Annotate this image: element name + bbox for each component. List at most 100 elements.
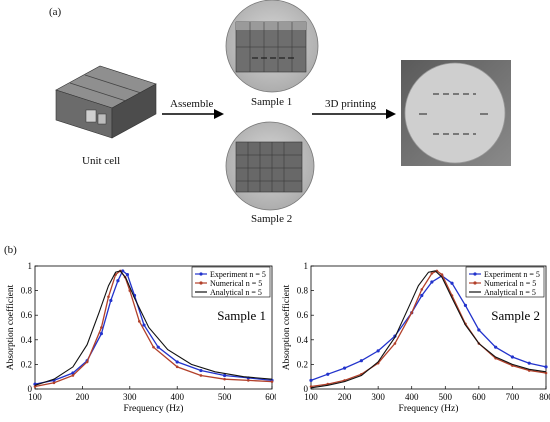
x-tick-label: 100 — [304, 392, 318, 402]
y-tick-label: 0.2 — [297, 359, 308, 369]
data-point-numerical — [152, 345, 155, 349]
data-point-numerical — [270, 380, 274, 383]
legend-label-numerical: Numerical n = 5 — [210, 279, 262, 288]
data-point-numerical — [71, 374, 75, 377]
y-tick-label: 1 — [304, 261, 309, 271]
data-point-experiment — [309, 378, 313, 382]
data-point-experiment — [142, 323, 146, 327]
data-point-experiment — [175, 360, 179, 364]
chart-sample-1: 100 200 300 400 500 600 0 0.2 0.4 0.6 0.8 1 Frequenc… — [5, 261, 276, 414]
series-line-numerical — [310, 270, 547, 388]
y-tick-label: 0.8 — [21, 286, 33, 296]
x-tick-label: 200 — [76, 392, 90, 402]
data-point-experiment — [376, 349, 380, 353]
printing-label: 3D printing — [325, 98, 377, 110]
sample2-model — [225, 121, 315, 211]
data-point-experiment — [430, 280, 434, 284]
x-tick-label: 400 — [405, 392, 419, 402]
data-point-numerical — [107, 295, 110, 299]
x-tick-label: 700 — [506, 392, 520, 402]
data-point-experiment — [510, 355, 515, 359]
panel-a-label: (a) — [49, 6, 62, 18]
sample1-model — [225, 0, 319, 93]
x-tick-label: 500 — [439, 392, 453, 402]
legend-marker-experiment — [473, 272, 477, 276]
data-point-numerical — [85, 360, 89, 364]
data-point-numerical — [247, 379, 250, 382]
printing-arrow — [312, 109, 396, 119]
data-point-numerical — [175, 365, 179, 369]
unit-cell-model — [55, 65, 157, 139]
data-point-numerical — [223, 377, 226, 381]
y-tick-label: 0 — [304, 384, 309, 394]
y-tick-label: 0 — [28, 384, 33, 394]
x-axis-label: Frequency (Hz) — [399, 403, 459, 414]
unit-cell-label: Unit cell — [82, 155, 121, 167]
data-point-numerical — [544, 371, 548, 375]
x-tick-label: 200 — [338, 392, 352, 402]
sample-annotation-1: Sample 1 — [217, 308, 266, 323]
data-point-experiment — [420, 293, 424, 298]
x-tick-label: 500 — [218, 392, 232, 402]
legend-label-analytical: Analytical n = 5 — [210, 288, 262, 297]
data-point-experiment — [477, 328, 481, 332]
y-axis-label: Absorption coefficient — [5, 284, 16, 370]
sample2-label: Sample 2 — [251, 213, 293, 225]
x-tick-label: 600 — [472, 392, 486, 402]
series-line-analytical — [310, 270, 547, 389]
data-point-numerical — [199, 374, 203, 377]
x-tick-label: 600 — [265, 392, 276, 402]
data-point-experiment — [494, 345, 498, 349]
series-line-analytical — [34, 270, 273, 386]
data-point-numerical — [440, 273, 444, 276]
data-point-experiment — [156, 345, 160, 349]
data-point-experiment — [342, 366, 347, 370]
data-point-experiment — [450, 281, 454, 285]
y-tick-label: 1 — [28, 261, 33, 271]
data-point-experiment — [326, 372, 330, 376]
y-tick-label: 0.4 — [21, 335, 33, 345]
data-point-numerical — [430, 272, 434, 275]
assemble-label: Assemble — [170, 98, 214, 110]
data-point-numerical — [393, 342, 397, 345]
x-axis-label: Frequency (Hz) — [124, 403, 184, 414]
data-point-experiment — [223, 373, 227, 378]
sample-annotation-2: Sample 2 — [491, 308, 540, 323]
sample1-label: Sample 1 — [251, 96, 293, 108]
legend-marker-numerical — [473, 281, 477, 285]
legend-label-analytical: Analytical n = 5 — [484, 288, 536, 297]
legend-marker-experiment — [199, 272, 203, 276]
x-tick-label: 300 — [123, 392, 137, 402]
assemble-arrow — [162, 109, 224, 119]
x-tick-label: 400 — [170, 392, 184, 402]
panel-b-label: (b) — [4, 244, 17, 256]
data-point-experiment — [125, 273, 130, 277]
data-point-numerical — [33, 385, 37, 388]
data-point-experiment — [116, 279, 120, 283]
data-point-experiment — [71, 371, 75, 375]
x-tick-label: 100 — [28, 392, 42, 402]
data-point-experiment — [527, 361, 531, 365]
data-point-numerical — [52, 381, 56, 385]
y-tick-label: 0.6 — [21, 310, 33, 320]
data-point-numerical — [100, 326, 103, 329]
data-point-experiment — [463, 303, 468, 307]
data-point-numerical — [137, 320, 141, 323]
legend-label-experiment: Experiment n = 5 — [210, 270, 266, 279]
data-point-numerical — [410, 311, 414, 315]
printed-sample-photo — [401, 60, 511, 166]
data-point-numerical — [420, 288, 424, 291]
y-tick-label: 0.6 — [297, 310, 309, 320]
data-point-experiment — [359, 359, 363, 363]
chart-sample-2: 100 200 300 400 500 600 700 800 0 0.2 0.4 0.6 0.8 1 Fr… — [281, 261, 550, 414]
data-point-experiment — [544, 365, 548, 369]
y-axis-label: Absorption coefficient — [281, 284, 292, 370]
data-point-experiment — [199, 368, 203, 373]
y-tick-label: 0.8 — [297, 286, 309, 296]
panel-a-illustration — [55, 0, 511, 211]
legend-marker-numerical — [199, 281, 203, 285]
x-tick-label: 800 — [539, 392, 550, 402]
legend-label-numerical: Numerical n = 5 — [484, 279, 536, 288]
x-tick-label: 300 — [371, 392, 385, 402]
data-point-experiment — [121, 269, 125, 273]
